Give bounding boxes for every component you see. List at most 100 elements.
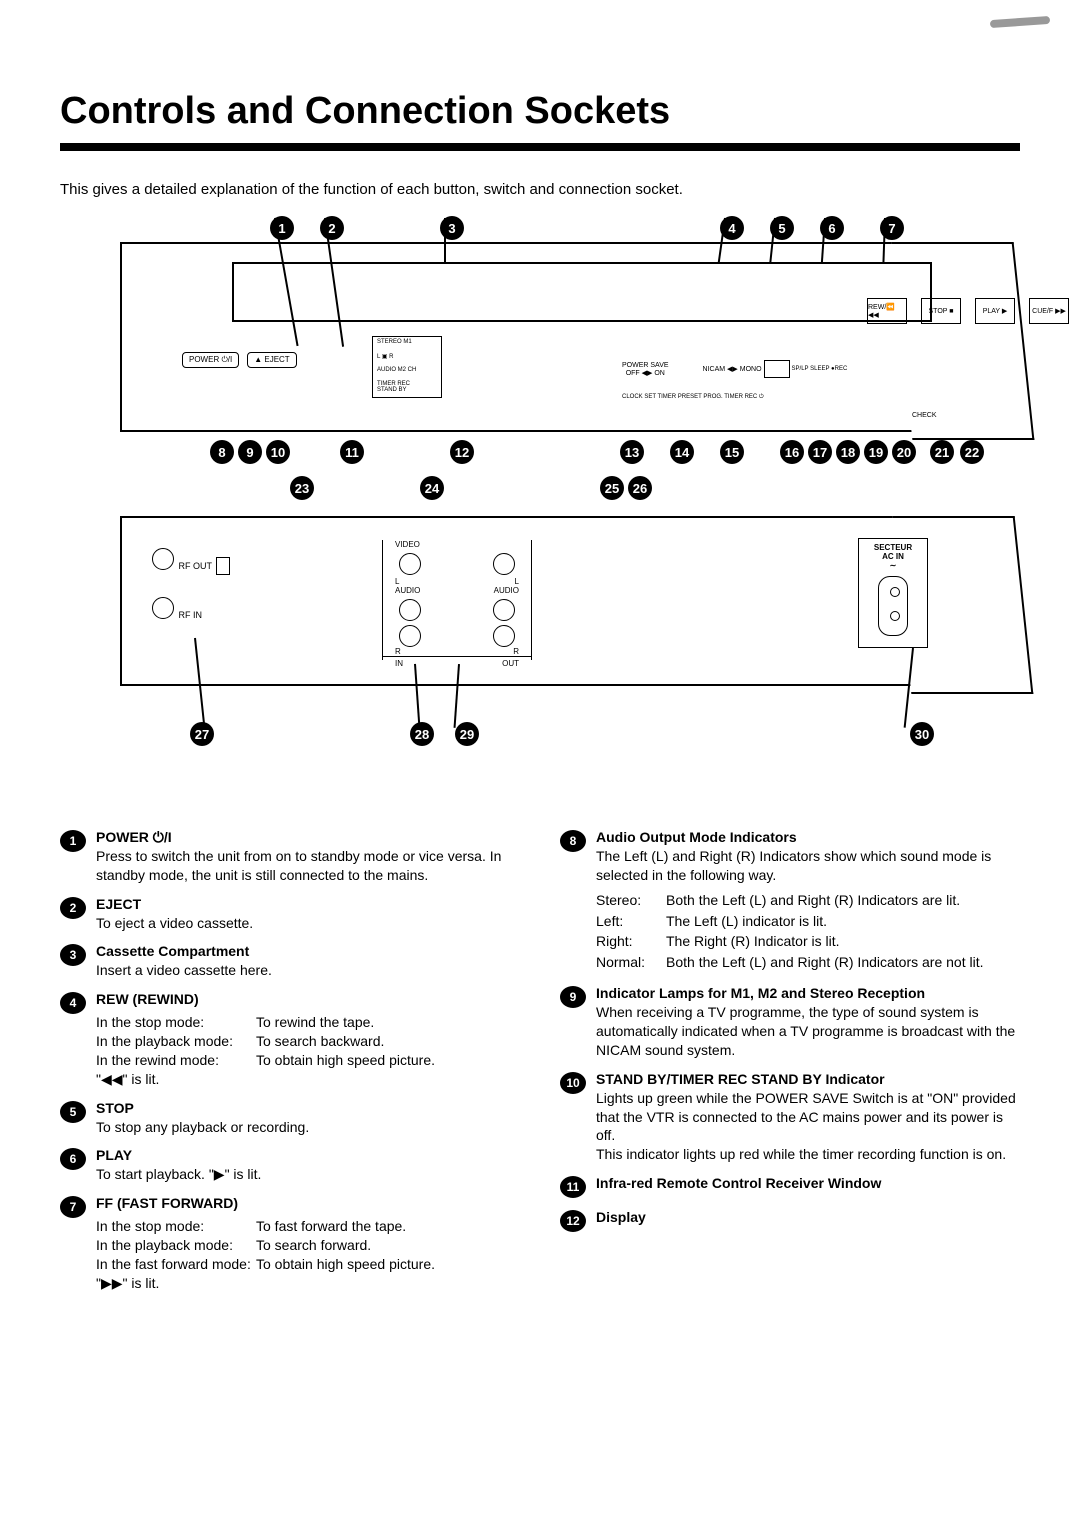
item-body: Lights up green while the POWER SAVE Swi… bbox=[596, 1089, 1020, 1165]
item-5: 5 STOPTo stop any playback or recording. bbox=[60, 1099, 520, 1137]
callout-badge-5: 5 bbox=[770, 216, 794, 240]
left-column: 1 POWER ⏻/IPress to switch the unit from… bbox=[60, 828, 520, 1303]
ac-in-socket[interactable]: SECTEUR AC IN ∼ bbox=[858, 538, 928, 648]
item-6: 6 PLAYTo start playback. "▶" is lit. bbox=[60, 1146, 520, 1184]
play-button[interactable]: PLAY ▶ bbox=[975, 298, 1015, 324]
item-body: When receiving a TV programme, the type … bbox=[596, 1003, 1020, 1060]
item-number-badge: 9 bbox=[560, 986, 586, 1008]
callout-badge-19: 19 bbox=[864, 440, 888, 464]
callout-badge-22: 22 bbox=[960, 440, 984, 464]
audio-r-in-socket[interactable] bbox=[399, 625, 421, 647]
item-10: 10 STAND BY/TIMER REC STAND BY Indicator… bbox=[560, 1070, 1020, 1164]
item-3: 3 Cassette CompartmentInsert a video cas… bbox=[60, 942, 520, 980]
item-number-badge: 7 bbox=[60, 1196, 86, 1218]
scan-artifact bbox=[990, 16, 1050, 28]
item-number-badge: 1 bbox=[60, 830, 86, 852]
right-column: 8 Audio Output Mode IndicatorsThe Left (… bbox=[560, 828, 1020, 1303]
callout-badge-24: 24 bbox=[420, 476, 444, 500]
front-panel: REW/⏪ ◀◀ STOP ■ PLAY ▶ CUE/F ▶▶ POWER ⏻/… bbox=[120, 242, 960, 432]
callout-badge-4: 4 bbox=[720, 216, 744, 240]
item-9: 9 Indicator Lamps for M1, M2 and Stereo … bbox=[560, 984, 1020, 1060]
callout-badge-28: 28 bbox=[410, 722, 434, 746]
video-out-socket[interactable] bbox=[493, 553, 515, 575]
callout-badge-11: 11 bbox=[340, 440, 364, 464]
callout-badge-6: 6 bbox=[820, 216, 844, 240]
item-tail: "▶▶" is lit. bbox=[96, 1274, 520, 1293]
audio-r-out-socket[interactable] bbox=[493, 625, 515, 647]
callout-badge-14: 14 bbox=[670, 440, 694, 464]
item-head: Display bbox=[596, 1208, 1020, 1227]
rf-out-socket[interactable] bbox=[152, 548, 174, 570]
item-body: Insert a video cassette here. bbox=[96, 961, 520, 980]
down-up-button[interactable] bbox=[764, 360, 790, 378]
video-in-socket[interactable] bbox=[399, 553, 421, 575]
callout-badge-21: 21 bbox=[930, 440, 954, 464]
item-4: 4 REW (REWIND) In the stop mode:To rewind… bbox=[60, 990, 520, 1088]
transport-buttons: REW/⏪ ◀◀ STOP ■ PLAY ▶ CUE/F ▶▶ bbox=[789, 284, 1069, 338]
callout-badge-10: 10 bbox=[266, 440, 290, 464]
item-subtable: In the stop mode:To rewind the tape.In t… bbox=[96, 1013, 520, 1070]
callout-badge-20: 20 bbox=[892, 440, 916, 464]
item-11: 11 Infra-red Remote Control Receiver Win… bbox=[560, 1174, 1020, 1198]
callout-badge-30: 30 bbox=[910, 722, 934, 746]
title-rule bbox=[60, 143, 1020, 151]
item-head: STOP bbox=[96, 1099, 520, 1118]
page-intro: This gives a detailed explanation of the… bbox=[60, 181, 1020, 198]
callout-badge-15: 15 bbox=[720, 440, 744, 464]
rf-in-socket[interactable] bbox=[152, 597, 174, 619]
check-label: CHECK bbox=[912, 412, 937, 419]
ac-plug-icon bbox=[878, 576, 908, 636]
callout-badge-1: 1 bbox=[270, 216, 294, 240]
page-title: Controls and Connection Sockets bbox=[60, 90, 1020, 133]
splp-sleep-rec[interactable]: SP/LP SLEEP ●REC bbox=[792, 366, 848, 372]
callout-badge-18: 18 bbox=[836, 440, 860, 464]
item-head: Audio Output Mode Indicators bbox=[596, 828, 1020, 847]
item-8: 8 Audio Output Mode IndicatorsThe Left (… bbox=[560, 828, 1020, 974]
power-eject-row: POWER ⏻/I ▲ EJECT bbox=[182, 352, 297, 368]
power-save-switch[interactable]: POWER SAVE OFF ◀▶ ON bbox=[622, 362, 669, 377]
description-columns: 1 POWER ⏻/IPress to switch the unit from… bbox=[60, 828, 1020, 1303]
secondary-strip[interactable]: CLOCK SET TIMER PRESET PROG. TIMER REC ⏻ bbox=[622, 394, 764, 401]
callout-badge-12: 12 bbox=[450, 440, 474, 464]
item-number-badge: 10 bbox=[560, 1072, 586, 1094]
stop-button[interactable]: STOP ■ bbox=[921, 298, 961, 324]
item-tail: "◀◀" is lit. bbox=[96, 1070, 520, 1089]
callout-badge-26: 26 bbox=[628, 476, 652, 500]
item-number-badge: 6 bbox=[60, 1148, 86, 1170]
eject-button[interactable]: ▲ EJECT bbox=[247, 352, 296, 368]
item-number-badge: 12 bbox=[560, 1210, 586, 1232]
callout-badge-9: 9 bbox=[238, 440, 262, 464]
callout-badge-2: 2 bbox=[320, 216, 344, 240]
callout-badge-7: 7 bbox=[880, 216, 904, 240]
item-body: To start playback. "▶" is lit. bbox=[96, 1165, 520, 1184]
callout-badge-29: 29 bbox=[455, 722, 479, 746]
item-head: FF (FAST FORWARD) bbox=[96, 1194, 520, 1213]
item-head: Infra-red Remote Control Receiver Window bbox=[596, 1174, 1020, 1193]
audio-l-in-socket[interactable] bbox=[399, 599, 421, 621]
rf-block: RF OUT RF IN bbox=[152, 548, 230, 624]
callout-badge-3: 3 bbox=[440, 216, 464, 240]
item-number-badge: 4 bbox=[60, 992, 86, 1014]
item-2: 2 EJECTTo eject a video cassette. bbox=[60, 895, 520, 933]
item-head: PLAY bbox=[96, 1146, 520, 1165]
item-number-badge: 5 bbox=[60, 1101, 86, 1123]
item-subtable: In the stop mode:To fast forward the tap… bbox=[96, 1217, 520, 1274]
rf-out-shield-icon bbox=[216, 557, 230, 575]
nicam-switch[interactable]: NICAM ◀▶ MONO bbox=[703, 365, 762, 373]
item-body: To stop any playback or recording. bbox=[96, 1118, 520, 1137]
callout-badge-16: 16 bbox=[780, 440, 804, 464]
item-body: Press to switch the unit from on to stan… bbox=[96, 847, 520, 885]
power-button[interactable]: POWER ⏻/I bbox=[182, 352, 239, 368]
item-number-badge: 11 bbox=[560, 1176, 586, 1198]
callout-badge-27: 27 bbox=[190, 722, 214, 746]
item-head: Cassette Compartment bbox=[96, 942, 520, 961]
item-body: The Left (L) and Right (R) Indicators sh… bbox=[596, 847, 1020, 885]
item-number-badge: 2 bbox=[60, 897, 86, 919]
audio-l-out-socket[interactable] bbox=[493, 599, 515, 621]
callout-badge-25: 25 bbox=[600, 476, 624, 500]
av-block: VIDEOx LL AUDIOAUDIO RR INOUT bbox=[382, 540, 532, 660]
item-head: REW (REWIND) bbox=[96, 990, 520, 1009]
rew-button[interactable]: REW/⏪ ◀◀ bbox=[867, 298, 907, 324]
item-7: 7 FF (FAST FORWARD) In the stop mode:To f… bbox=[60, 1194, 520, 1292]
ff-button[interactable]: CUE/F ▶▶ bbox=[1029, 298, 1069, 324]
